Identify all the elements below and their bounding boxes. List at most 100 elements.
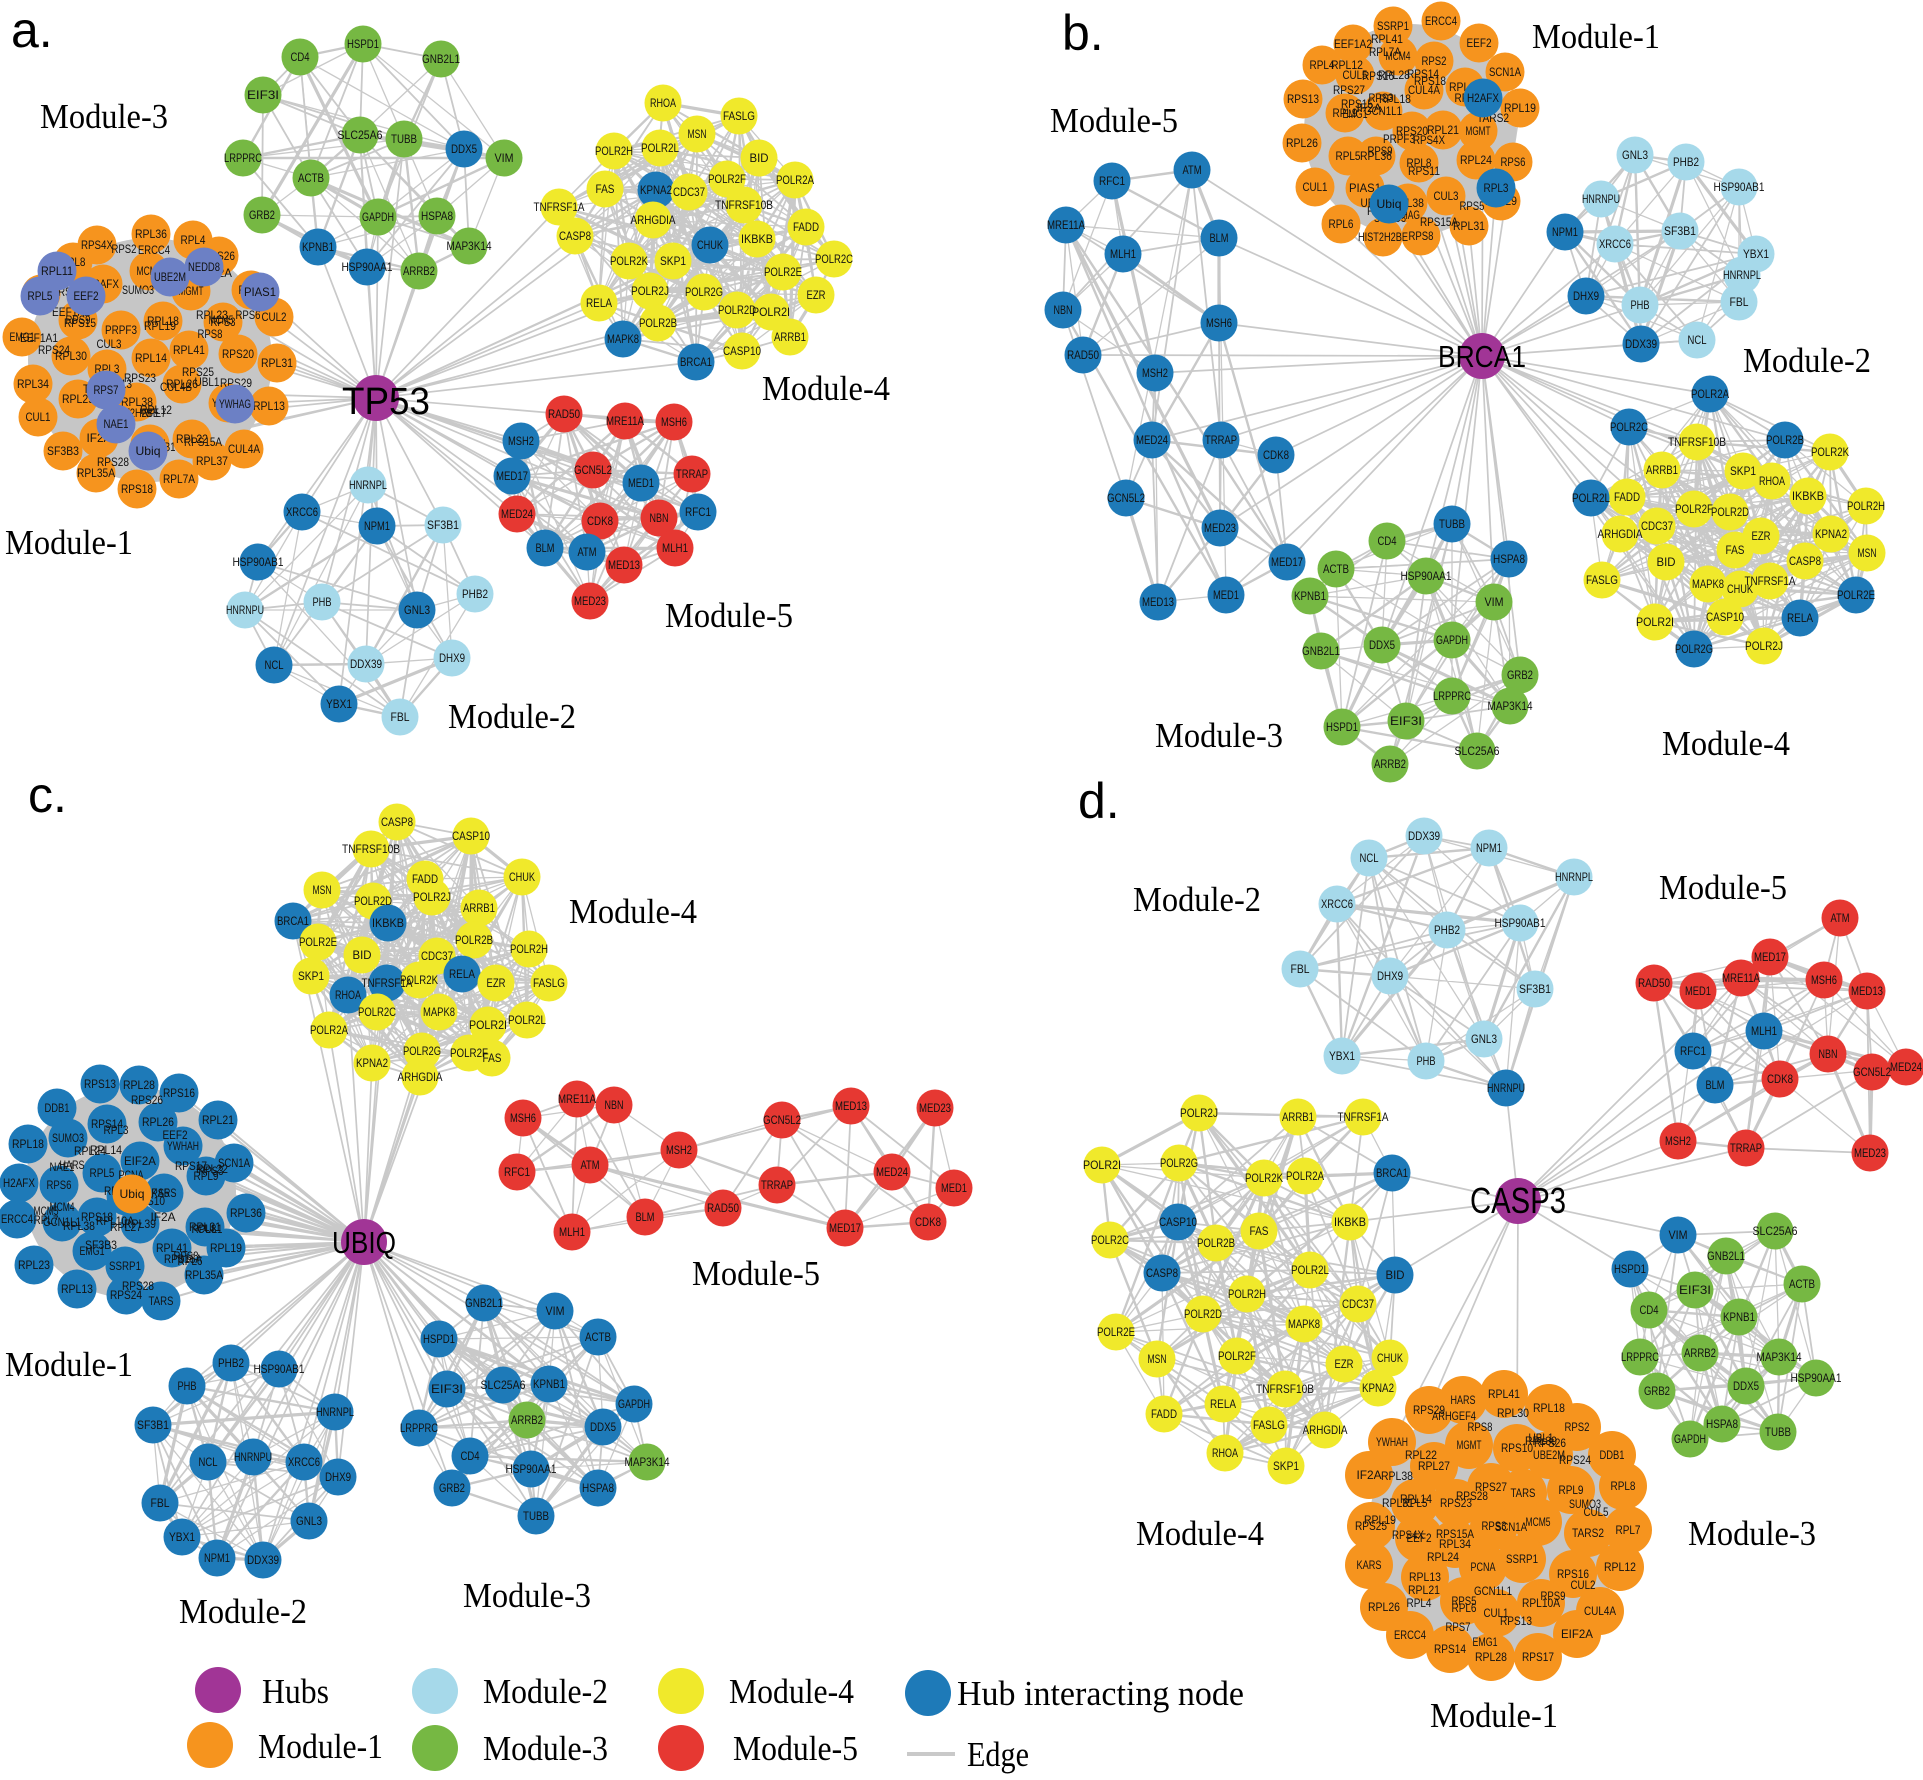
svg-text:Module-4: Module-4 <box>569 892 697 931</box>
svg-text:HSPA8: HSPA8 <box>1493 552 1525 566</box>
svg-text:RPL21: RPL21 <box>1408 1583 1440 1597</box>
svg-text:MED1: MED1 <box>628 476 654 490</box>
svg-text:MSH6: MSH6 <box>510 1111 536 1125</box>
svg-text:YWHAG: YWHAG <box>219 397 251 411</box>
svg-text:POLR2A: POLR2A <box>1286 1169 1324 1183</box>
svg-text:RPS4X: RPS4X <box>81 238 113 252</box>
svg-text:NBN: NBN <box>1819 1047 1838 1061</box>
svg-text:KPNA2: KPNA2 <box>640 183 672 197</box>
svg-text:ARRB1: ARRB1 <box>774 330 806 344</box>
svg-text:ARHGDIA: ARHGDIA <box>1598 527 1643 541</box>
svg-text:DDX5: DDX5 <box>1733 1379 1759 1393</box>
svg-text:RPL41: RPL41 <box>1371 32 1403 46</box>
svg-text:EZR: EZR <box>1752 529 1771 543</box>
svg-text:PCNA: PCNA <box>1471 1560 1496 1574</box>
svg-text:BRCA1: BRCA1 <box>1376 1166 1408 1180</box>
svg-text:BRCA1: BRCA1 <box>277 914 309 928</box>
svg-text:HSP90AA1: HSP90AA1 <box>1401 569 1452 583</box>
svg-text:CD4: CD4 <box>461 1449 480 1463</box>
svg-text:NCL: NCL <box>1360 851 1379 865</box>
svg-text:PHB2: PHB2 <box>1434 923 1460 937</box>
svg-text:MED17: MED17 <box>1754 950 1786 964</box>
svg-text:RPS18: RPS18 <box>1414 74 1446 88</box>
svg-text:Module-1: Module-1 <box>258 1727 383 1766</box>
svg-text:HNRNPL: HNRNPL <box>316 1405 354 1419</box>
svg-text:YBX1: YBX1 <box>326 697 352 711</box>
svg-text:d.: d. <box>1078 773 1120 829</box>
svg-text:Ubiq: Ubiq <box>136 444 161 458</box>
svg-text:RPL3: RPL3 <box>1484 181 1509 195</box>
svg-text:EEF2: EEF2 <box>1467 36 1492 50</box>
svg-text:H2AFX: H2AFX <box>1467 91 1499 105</box>
svg-text:RPS2: RPS2 <box>1422 54 1447 68</box>
svg-text:RPL41: RPL41 <box>1488 1387 1520 1401</box>
svg-text:MAP3K14: MAP3K14 <box>447 239 492 253</box>
svg-text:DHX9: DHX9 <box>1573 289 1599 303</box>
svg-text:TP53: TP53 <box>342 381 430 423</box>
svg-text:RAD50: RAD50 <box>1638 976 1670 990</box>
svg-text:RPL26: RPL26 <box>142 1115 174 1129</box>
svg-text:Module-3: Module-3 <box>1688 1514 1816 1553</box>
svg-text:EMG1: EMG1 <box>1473 1635 1498 1649</box>
svg-text:RPS28: RPS28 <box>97 455 129 469</box>
svg-text:NCL: NCL <box>1688 333 1707 347</box>
svg-text:CASP8: CASP8 <box>381 815 413 829</box>
svg-text:GRB2: GRB2 <box>439 1481 465 1495</box>
svg-text:RPS7: RPS7 <box>1446 1620 1471 1634</box>
svg-text:RPS4X: RPS4X <box>1392 1528 1424 1542</box>
svg-text:TNFRSF10B: TNFRSF10B <box>715 198 773 212</box>
svg-text:Module-2: Module-2 <box>1133 880 1261 919</box>
svg-text:RPS2: RPS2 <box>1565 1420 1590 1434</box>
svg-text:ARRB2: ARRB2 <box>511 1413 543 1427</box>
svg-text:TNFRSF1A: TNFRSF1A <box>1338 1110 1389 1124</box>
svg-text:ARRB2: ARRB2 <box>403 264 435 278</box>
svg-text:Module-3: Module-3 <box>483 1729 608 1768</box>
svg-text:RPL35A: RPL35A <box>185 1268 223 1282</box>
svg-text:MAP3K14: MAP3K14 <box>1757 1350 1802 1364</box>
svg-text:ERCC4: ERCC4 <box>1394 1628 1426 1642</box>
svg-text:POLR2D: POLR2D <box>1184 1307 1222 1321</box>
svg-text:GNL3: GNL3 <box>296 1514 322 1528</box>
svg-text:SUMO3: SUMO3 <box>122 283 154 297</box>
svg-text:KPNA2: KPNA2 <box>1815 527 1847 541</box>
svg-text:ARRB2: ARRB2 <box>1374 757 1406 771</box>
svg-text:ATM: ATM <box>1831 911 1850 925</box>
svg-text:RPS15A: RPS15A <box>164 1252 202 1266</box>
svg-text:MLH1: MLH1 <box>1110 247 1136 261</box>
svg-text:MSH6: MSH6 <box>1206 316 1232 330</box>
svg-text:VIM: VIM <box>495 151 514 165</box>
svg-text:RPL18: RPL18 <box>1379 92 1411 106</box>
svg-text:POLR2K: POLR2K <box>610 254 648 268</box>
svg-text:EEF2: EEF2 <box>74 289 99 303</box>
svg-text:Module-5: Module-5 <box>1050 101 1178 140</box>
svg-text:POLR2D: POLR2D <box>1711 505 1749 519</box>
svg-text:MAP3K14: MAP3K14 <box>1488 699 1533 713</box>
svg-text:RPL12: RPL12 <box>1331 58 1363 72</box>
svg-text:RPS13: RPS13 <box>84 1077 116 1091</box>
svg-text:RPL4: RPL4 <box>181 233 206 247</box>
svg-text:KPNA2: KPNA2 <box>356 1056 388 1070</box>
svg-text:RPL18: RPL18 <box>1533 1401 1565 1415</box>
svg-text:Module-1: Module-1 <box>5 523 133 562</box>
svg-text:Module-1: Module-1 <box>1532 17 1660 56</box>
svg-text:GNB2L1: GNB2L1 <box>1302 644 1340 658</box>
svg-text:Module-2: Module-2 <box>448 697 576 736</box>
svg-text:MSH6: MSH6 <box>1811 973 1837 987</box>
svg-text:MED24: MED24 <box>1136 433 1168 447</box>
svg-text:RELA: RELA <box>449 967 475 981</box>
svg-text:RHOA: RHOA <box>650 96 676 110</box>
svg-text:EIF3I: EIF3I <box>247 88 279 102</box>
svg-text:EIF2A: EIF2A <box>124 1154 156 1168</box>
svg-text:ARHGEF4: ARHGEF4 <box>1432 1409 1476 1423</box>
svg-text:MSH2: MSH2 <box>1665 1134 1691 1148</box>
svg-text:RPS17: RPS17 <box>175 1159 207 1173</box>
svg-text:YBX1: YBX1 <box>169 1530 195 1544</box>
svg-text:HSPA8: HSPA8 <box>582 1481 614 1495</box>
svg-text:LRPPRC: LRPPRC <box>400 1421 438 1435</box>
svg-text:RPL22: RPL22 <box>1405 1448 1437 1462</box>
svg-text:RPL28: RPL28 <box>1475 1650 1507 1664</box>
svg-text:RPS6: RPS6 <box>1501 155 1526 169</box>
svg-text:POLR2H: POLR2H <box>510 942 548 956</box>
svg-text:TRRAP: TRRAP <box>676 467 708 481</box>
svg-text:Module-3: Module-3 <box>463 1576 591 1615</box>
